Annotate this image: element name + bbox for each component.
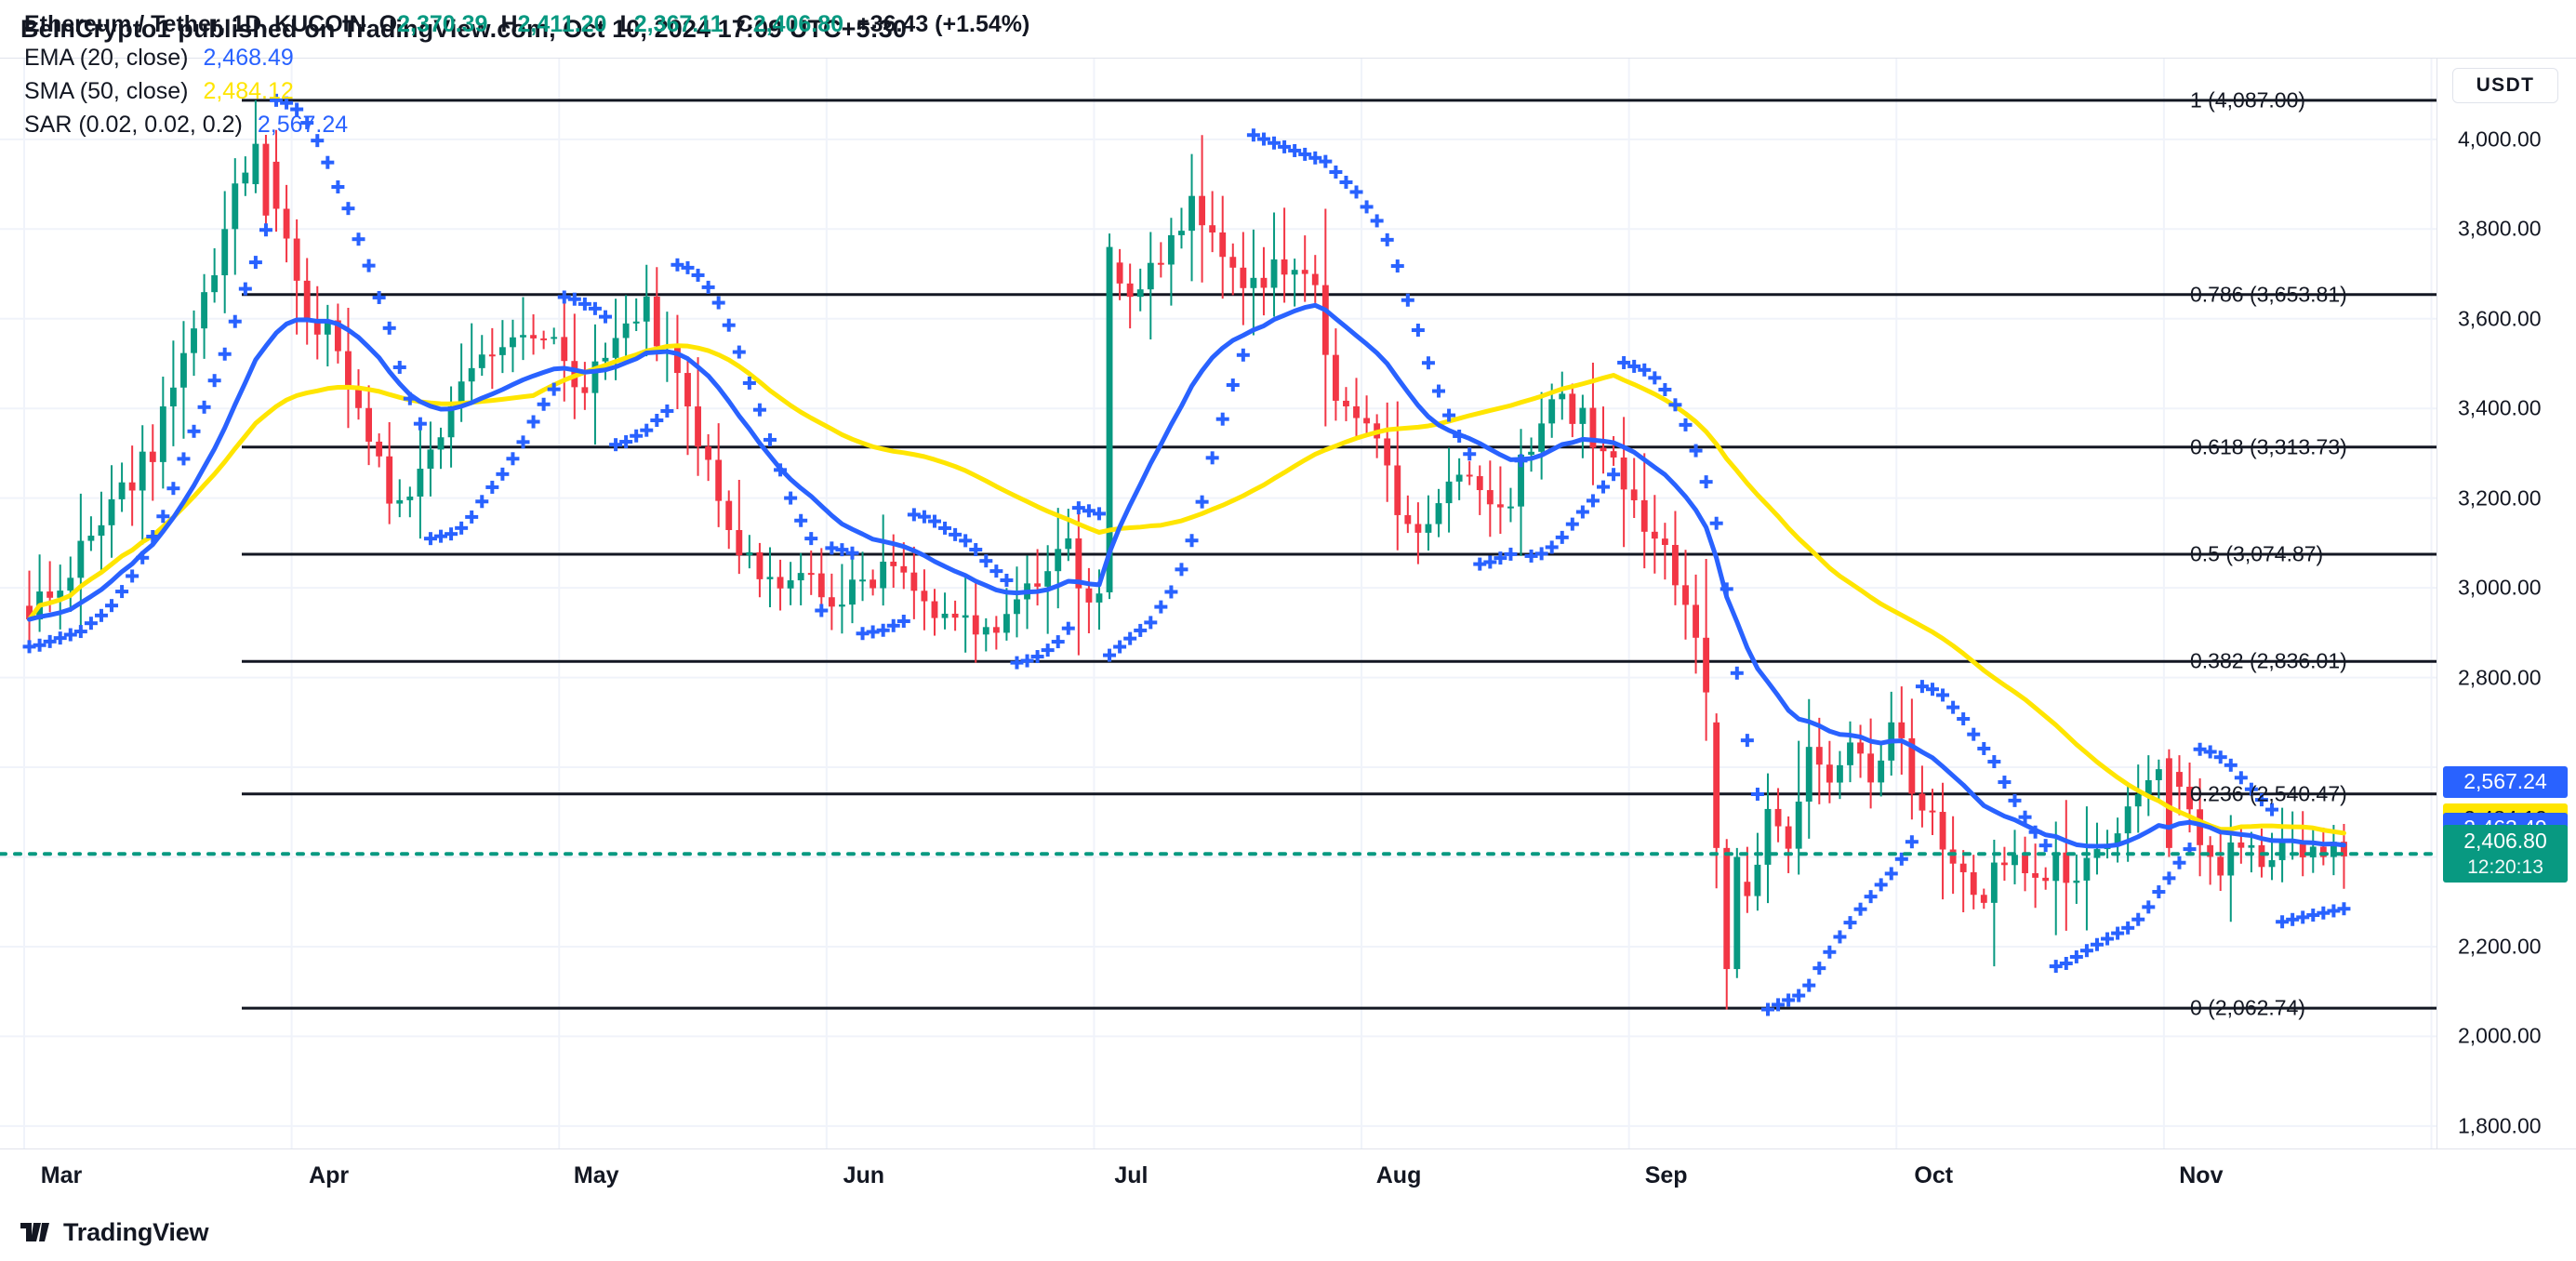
publisher-text: BeInCrypto1 published on TradingView.com… — [20, 14, 907, 43]
price-tag[interactable]: 2,567.24 — [2443, 765, 2568, 798]
tradingview-mark-icon — [20, 1223, 49, 1241]
price-tick-label: 2,800.00 — [2458, 665, 2542, 690]
fib-level-label: 0.236 (2,540.47) — [2190, 781, 2347, 806]
chart-frame: 1 (4,087.00) 0.786 (3,653.81) 0.618 (3,313… — [0, 58, 2576, 1205]
time-tick-label: Sep — [1644, 1162, 1688, 1188]
price-tag[interactable]: 2,406.80 12:20:13 — [2443, 825, 2568, 883]
time-tick-label: May — [573, 1162, 619, 1188]
price-tick-label: 1,800.00 — [2458, 1113, 2542, 1138]
price-tag-value: 2,406.80 — [2463, 829, 2547, 854]
time-tick-label: Nov — [2179, 1162, 2224, 1188]
price-tick-label: 3,200.00 — [2458, 485, 2542, 511]
fib-level-label: 0.618 (3,313.73) — [2190, 434, 2347, 459]
price-tick-label: 3,000.00 — [2458, 575, 2542, 600]
chart-canvas — [0, 59, 2437, 1148]
fib-level-label: 0.786 (3,653.81) — [2190, 282, 2347, 307]
time-tick-label: Jun — [843, 1162, 885, 1188]
price-tick-label: 4,000.00 — [2458, 126, 2542, 152]
publisher-bar: BeInCrypto1 published on TradingView.com… — [0, 0, 2576, 58]
time-scale[interactable]: Mar Apr May Jun Jul Aug Sep Oct Nov — [0, 1148, 2576, 1205]
price-tick-label: 2,200.00 — [2458, 934, 2542, 959]
fib-level-tick — [2414, 553, 2429, 555]
price-tick-label: 3,800.00 — [2458, 216, 2542, 241]
price-tick-label: 3,400.00 — [2458, 395, 2542, 420]
footer-bar: TradingView — [0, 1203, 2576, 1261]
fib-level-tick — [2414, 792, 2429, 795]
fib-level-label: 1 (4,087.00) — [2190, 87, 2306, 113]
fib-level-label: 0 (2,062.74) — [2190, 995, 2306, 1020]
time-tick-label: Oct — [1914, 1162, 1954, 1188]
price-tag-value: 2,567.24 — [2463, 769, 2547, 794]
chart-plot-area[interactable] — [0, 59, 2437, 1148]
fib-level-label: 0.382 (2,836.01) — [2190, 648, 2347, 673]
time-tick-label: Mar — [40, 1162, 83, 1188]
fib-level-tick — [2414, 293, 2429, 296]
tradingview-logo[interactable]: TradingView — [20, 1217, 209, 1247]
currency-badge[interactable]: USDT — [2452, 68, 2558, 103]
tradingview-wordmark: TradingView — [63, 1217, 209, 1246]
time-tick-label: Apr — [309, 1162, 350, 1188]
fib-level-tick — [2414, 660, 2429, 663]
fib-level-tick — [2414, 99, 2429, 101]
price-tag-countdown: 12:20:13 — [2467, 856, 2543, 879]
fib-level-tick — [2414, 1007, 2429, 1010]
price-tick-label: 3,600.00 — [2458, 306, 2542, 331]
time-tick-label: Jul — [1114, 1162, 1149, 1188]
fib-level-label: 0.5 (3,074.87) — [2190, 541, 2324, 566]
price-scale[interactable]: USDT 4,000.00 3,800.00 3,600.00 3,400.00 3,2… — [2437, 59, 2576, 1204]
fib-level-tick — [2414, 445, 2429, 448]
price-tick-label: 2,000.00 — [2458, 1023, 2542, 1048]
time-tick-label: Aug — [1375, 1162, 1422, 1188]
